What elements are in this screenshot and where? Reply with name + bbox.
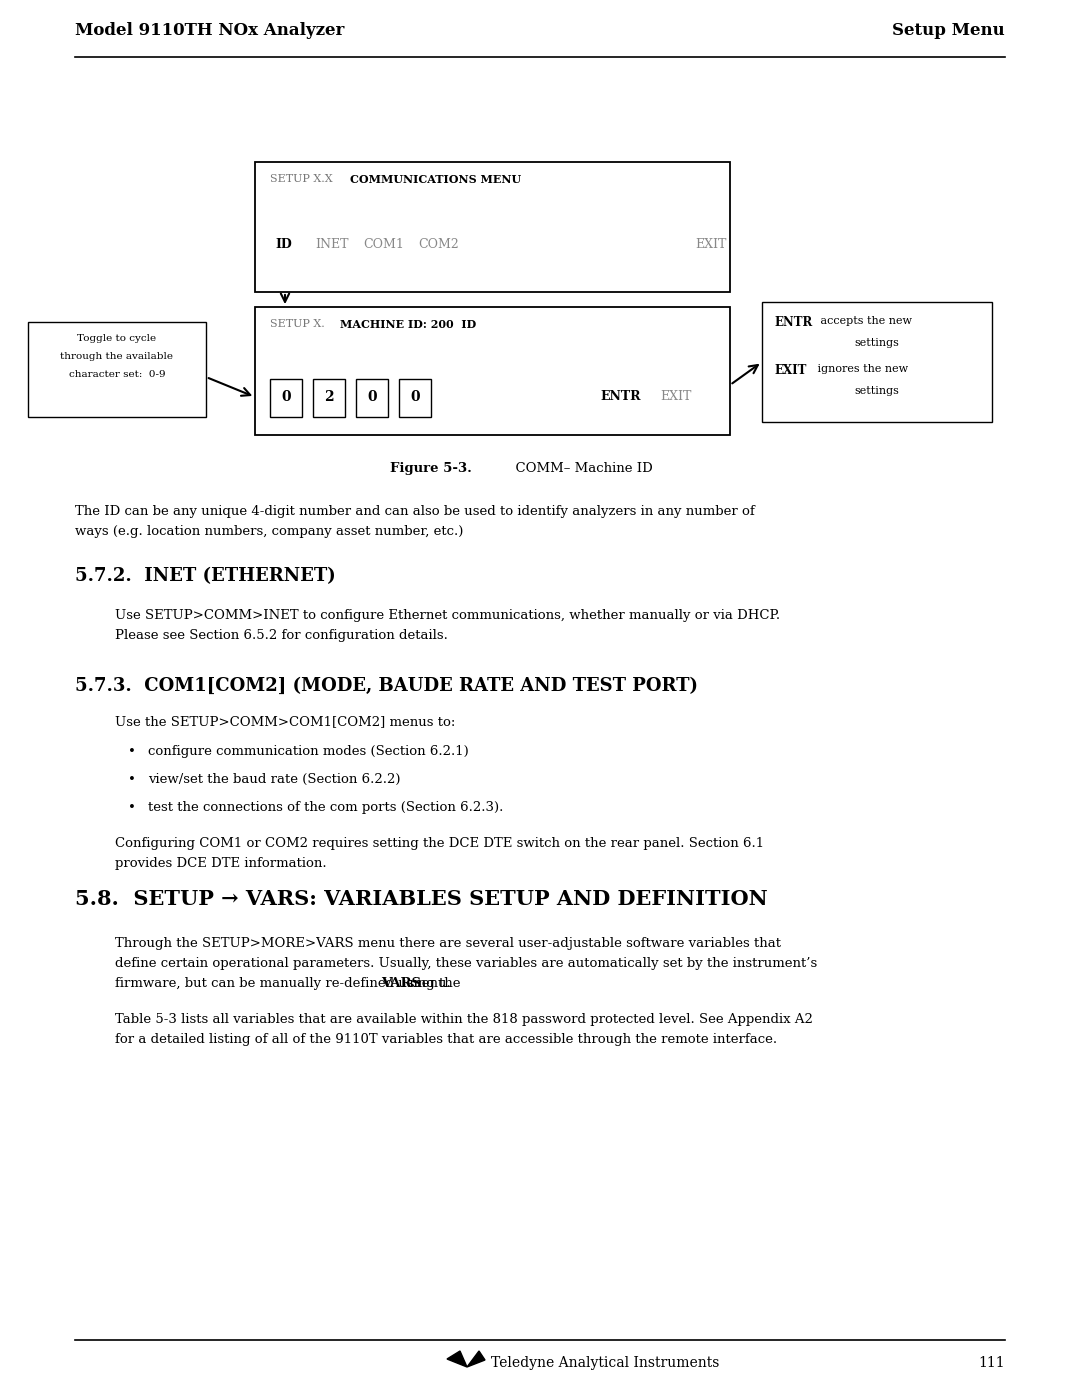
Text: Through the SETUP>MORE>VARS menu there are several user-adjustable software vari: Through the SETUP>MORE>VARS menu there a… <box>114 937 781 950</box>
Text: EXIT: EXIT <box>660 391 691 404</box>
Text: 2: 2 <box>324 390 334 404</box>
Text: character set:  0-9: character set: 0-9 <box>69 370 165 379</box>
Text: •: • <box>129 773 136 787</box>
Text: Model 9110TH NOx Analyzer: Model 9110TH NOx Analyzer <box>75 22 345 39</box>
Text: Table 5-3 lists all variables that are available within the 818 password protect: Table 5-3 lists all variables that are a… <box>114 1013 813 1025</box>
Text: •: • <box>129 800 136 814</box>
Text: Toggle to cycle: Toggle to cycle <box>78 334 157 344</box>
Text: Figure 5-3.: Figure 5-3. <box>390 462 472 475</box>
Polygon shape <box>447 1351 467 1368</box>
Text: COMMUNICATIONS MENU: COMMUNICATIONS MENU <box>350 175 522 184</box>
Text: accepts the new: accepts the new <box>816 316 912 326</box>
Text: provides DCE DTE information.: provides DCE DTE information. <box>114 856 326 870</box>
Text: 111: 111 <box>978 1356 1005 1370</box>
Text: 5.8.  SETUP → VARS: VARIABLES SETUP AND DEFINITION: 5.8. SETUP → VARS: VARIABLES SETUP AND D… <box>75 888 768 909</box>
Text: settings: settings <box>854 386 900 395</box>
FancyBboxPatch shape <box>356 379 388 416</box>
Text: firmware, but can be manually re-defined using the: firmware, but can be manually re-defined… <box>114 977 464 990</box>
Text: configure communication modes (Section 6.2.1): configure communication modes (Section 6… <box>148 745 469 759</box>
Text: ways (e.g. location numbers, company asset number, etc.): ways (e.g. location numbers, company ass… <box>75 525 463 538</box>
FancyBboxPatch shape <box>255 162 730 292</box>
Text: view/set the baud rate (Section 6.2.2): view/set the baud rate (Section 6.2.2) <box>148 773 401 787</box>
FancyBboxPatch shape <box>313 379 345 416</box>
Text: menu.: menu. <box>405 977 450 990</box>
Text: SETUP X.: SETUP X. <box>270 319 325 330</box>
FancyBboxPatch shape <box>28 321 206 416</box>
Text: test the connections of the com ports (Section 6.2.3).: test the connections of the com ports (S… <box>148 800 503 814</box>
FancyBboxPatch shape <box>255 307 730 434</box>
Text: Configuring COM1 or COM2 requires setting the DCE DTE switch on the rear panel. : Configuring COM1 or COM2 requires settin… <box>114 837 765 849</box>
Text: 0: 0 <box>367 390 377 404</box>
Text: ID: ID <box>275 237 292 250</box>
Text: Use the SETUP>COMM>COM1[COM2] menus to:: Use the SETUP>COMM>COM1[COM2] menus to: <box>114 715 456 728</box>
Text: EXIT: EXIT <box>696 237 727 250</box>
Text: INET: INET <box>315 237 349 250</box>
Text: through the available: through the available <box>60 352 174 360</box>
Text: ENTR: ENTR <box>774 316 812 330</box>
FancyBboxPatch shape <box>399 379 431 416</box>
Text: COM2: COM2 <box>418 237 459 250</box>
Text: define certain operational parameters. Usually, these variables are automaticall: define certain operational parameters. U… <box>114 957 818 970</box>
Text: COM1: COM1 <box>363 237 404 250</box>
Text: The ID can be any unique 4-digit number and can also be used to identify analyze: The ID can be any unique 4-digit number … <box>75 504 755 518</box>
Text: Use SETUP>COMM>INET to configure Ethernet communications, whether manually or vi: Use SETUP>COMM>INET to configure Etherne… <box>114 609 780 622</box>
Text: settings: settings <box>854 338 900 348</box>
Text: 5.7.2.  INET (ETHERNET): 5.7.2. INET (ETHERNET) <box>75 567 336 585</box>
Text: VARS: VARS <box>381 977 421 990</box>
Polygon shape <box>467 1351 485 1368</box>
Text: SETUP X.X: SETUP X.X <box>270 175 333 184</box>
Text: 0: 0 <box>410 390 420 404</box>
Text: Please see Section 6.5.2 for configuration details.: Please see Section 6.5.2 for configurati… <box>114 629 448 643</box>
Text: EXIT: EXIT <box>774 365 807 377</box>
FancyBboxPatch shape <box>762 302 993 422</box>
FancyBboxPatch shape <box>270 379 302 416</box>
Text: COMM– Machine ID: COMM– Machine ID <box>490 462 652 475</box>
Text: ignores the new: ignores the new <box>814 365 908 374</box>
Text: MACHINE ID: 200  ID: MACHINE ID: 200 ID <box>340 319 476 330</box>
Text: Teledyne Analytical Instruments: Teledyne Analytical Instruments <box>491 1356 719 1370</box>
Text: 0: 0 <box>281 390 291 404</box>
Text: •: • <box>129 745 136 759</box>
Text: 5.7.3.  COM1[COM2] (MODE, BAUDE RATE AND TEST PORT): 5.7.3. COM1[COM2] (MODE, BAUDE RATE AND … <box>75 678 698 694</box>
Text: ENTR: ENTR <box>600 391 640 404</box>
Text: for a detailed listing of all of the 9110T variables that are accessible through: for a detailed listing of all of the 911… <box>114 1032 778 1046</box>
Text: Setup Menu: Setup Menu <box>892 22 1005 39</box>
